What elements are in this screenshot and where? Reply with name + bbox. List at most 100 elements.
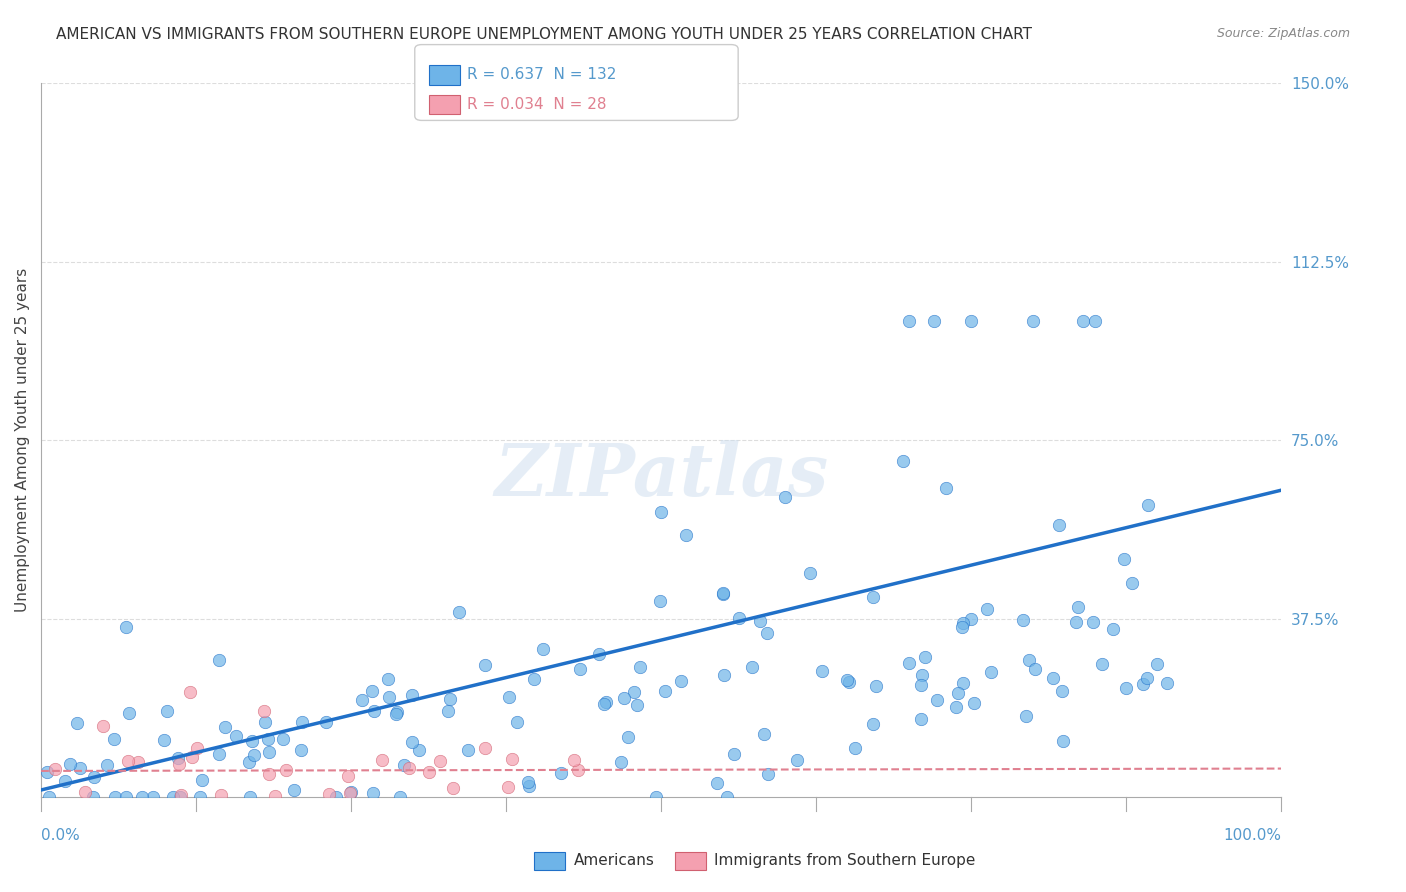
Americans bbox=[153, 733, 176, 747]
Americans bbox=[550, 766, 572, 780]
Americans bbox=[595, 695, 617, 709]
Americans bbox=[1102, 622, 1125, 636]
Americans bbox=[1066, 615, 1088, 629]
Immigrants from Southern Europe bbox=[318, 788, 340, 802]
Americans bbox=[273, 731, 295, 746]
Americans bbox=[898, 656, 921, 670]
Immigrants from Southern Europe bbox=[259, 767, 281, 781]
Americans bbox=[1084, 314, 1107, 328]
Americans bbox=[1156, 676, 1178, 690]
Americans bbox=[240, 733, 263, 747]
Americans bbox=[66, 716, 89, 731]
Americans bbox=[401, 735, 423, 749]
Americans bbox=[243, 747, 266, 762]
Americans bbox=[756, 626, 779, 640]
Text: 100.0%: 100.0% bbox=[1223, 828, 1281, 843]
Americans bbox=[1050, 684, 1073, 698]
Americans bbox=[925, 692, 948, 706]
Americans bbox=[898, 314, 921, 328]
Immigrants from Southern Europe bbox=[264, 789, 287, 803]
Immigrants from Southern Europe bbox=[253, 705, 276, 719]
Americans bbox=[1052, 733, 1074, 747]
Americans bbox=[588, 648, 610, 662]
Americans bbox=[531, 642, 554, 657]
Americans bbox=[506, 714, 529, 729]
Immigrants from Southern Europe bbox=[127, 755, 149, 769]
Americans bbox=[946, 685, 969, 699]
Americans bbox=[191, 772, 214, 787]
Text: Source: ZipAtlas.com: Source: ZipAtlas.com bbox=[1216, 27, 1350, 40]
Immigrants from Southern Europe bbox=[44, 762, 66, 776]
Americans bbox=[114, 620, 136, 634]
Immigrants from Southern Europe bbox=[371, 754, 394, 768]
Americans bbox=[96, 757, 118, 772]
Immigrants from Southern Europe bbox=[170, 788, 193, 802]
Americans bbox=[1067, 599, 1090, 614]
Americans bbox=[1136, 671, 1159, 685]
Americans bbox=[610, 755, 633, 769]
Americans bbox=[706, 776, 728, 790]
Americans bbox=[156, 704, 179, 718]
Immigrants from Southern Europe bbox=[567, 763, 589, 777]
Americans bbox=[131, 790, 153, 805]
Americans bbox=[141, 790, 163, 805]
Americans bbox=[82, 790, 104, 805]
Americans bbox=[837, 673, 859, 687]
Americans bbox=[910, 678, 932, 692]
Americans bbox=[447, 605, 470, 619]
Americans bbox=[1091, 657, 1114, 671]
Americans bbox=[208, 747, 231, 762]
Y-axis label: Unemployment Among Youth under 25 years: Unemployment Among Youth under 25 years bbox=[15, 268, 30, 613]
Americans bbox=[728, 610, 751, 624]
Immigrants from Southern Europe bbox=[562, 752, 585, 766]
Americans bbox=[838, 674, 860, 689]
Americans bbox=[752, 727, 775, 741]
Americans bbox=[1132, 677, 1154, 691]
Americans bbox=[862, 716, 884, 731]
Immigrants from Southern Europe bbox=[179, 685, 201, 699]
Americans bbox=[53, 774, 76, 789]
Americans bbox=[388, 790, 411, 805]
Americans bbox=[786, 753, 808, 767]
Americans bbox=[457, 742, 479, 756]
Americans bbox=[392, 758, 415, 772]
Americans bbox=[363, 787, 385, 801]
Americans bbox=[1136, 498, 1159, 512]
Americans bbox=[623, 685, 645, 699]
Americans bbox=[945, 700, 967, 714]
Americans bbox=[650, 594, 672, 608]
Immigrants from Southern Europe bbox=[274, 763, 297, 777]
Americans bbox=[671, 674, 693, 689]
Americans bbox=[810, 665, 832, 679]
Americans bbox=[257, 745, 280, 759]
Americans bbox=[214, 720, 236, 734]
Immigrants from Southern Europe bbox=[418, 765, 440, 780]
Americans bbox=[256, 731, 278, 746]
Americans bbox=[960, 314, 983, 328]
Immigrants from Southern Europe bbox=[441, 780, 464, 795]
Americans bbox=[115, 790, 138, 805]
Immigrants from Southern Europe bbox=[336, 769, 359, 783]
Text: 0.0%: 0.0% bbox=[41, 828, 80, 843]
Americans bbox=[911, 668, 934, 682]
Americans bbox=[385, 705, 408, 719]
Text: Immigrants from Southern Europe: Immigrants from Southern Europe bbox=[714, 854, 976, 868]
Americans bbox=[498, 690, 520, 704]
Immigrants from Southern Europe bbox=[429, 755, 451, 769]
Americans bbox=[914, 650, 936, 665]
Americans bbox=[517, 779, 540, 793]
Americans bbox=[950, 620, 973, 634]
Immigrants from Southern Europe bbox=[117, 754, 139, 768]
Americans bbox=[773, 491, 796, 505]
Americans bbox=[711, 585, 734, 599]
Americans bbox=[38, 790, 60, 805]
Americans bbox=[799, 566, 821, 581]
Americans bbox=[315, 714, 337, 729]
Americans bbox=[862, 590, 884, 604]
Americans bbox=[523, 672, 546, 686]
Americans bbox=[437, 704, 460, 718]
Americans bbox=[716, 790, 738, 805]
Americans bbox=[891, 454, 914, 468]
Americans bbox=[377, 672, 399, 686]
Americans bbox=[758, 767, 780, 781]
